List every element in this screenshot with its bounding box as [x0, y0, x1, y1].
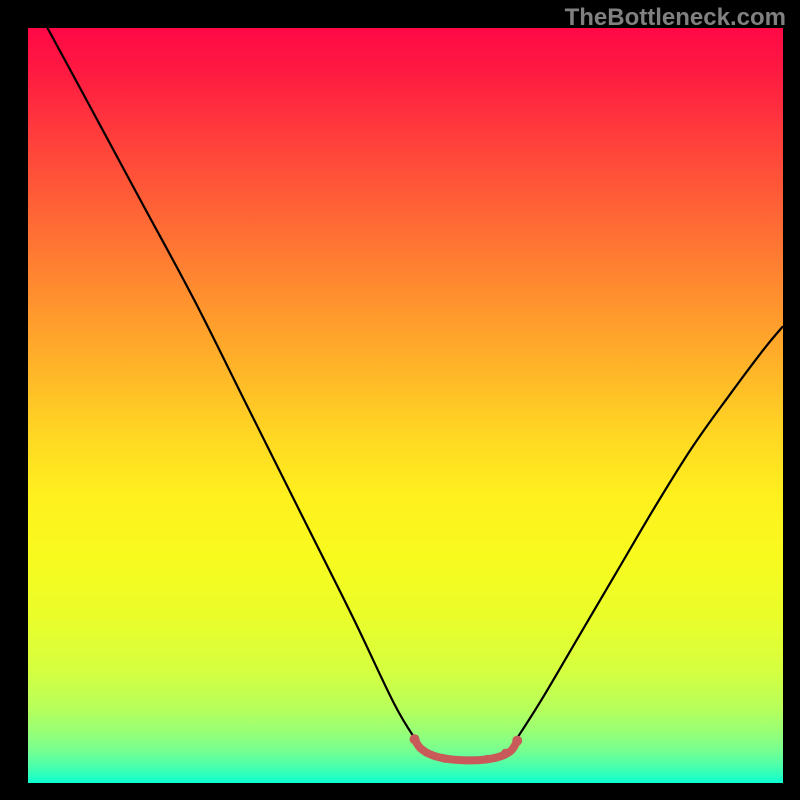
notch-dot [410, 734, 420, 744]
notch-dot [512, 736, 522, 746]
gradient-background [28, 28, 783, 783]
chart-svg [28, 28, 783, 783]
watermark-text: TheBottleneck.com [565, 4, 786, 32]
notch-dot [423, 749, 431, 757]
notch-dot [441, 755, 449, 763]
chart-container: TheBottleneck.com [0, 0, 800, 800]
notch-dot [462, 756, 470, 764]
notch-dot [483, 755, 491, 763]
plot-area [28, 28, 783, 783]
notch-dot [501, 749, 509, 757]
